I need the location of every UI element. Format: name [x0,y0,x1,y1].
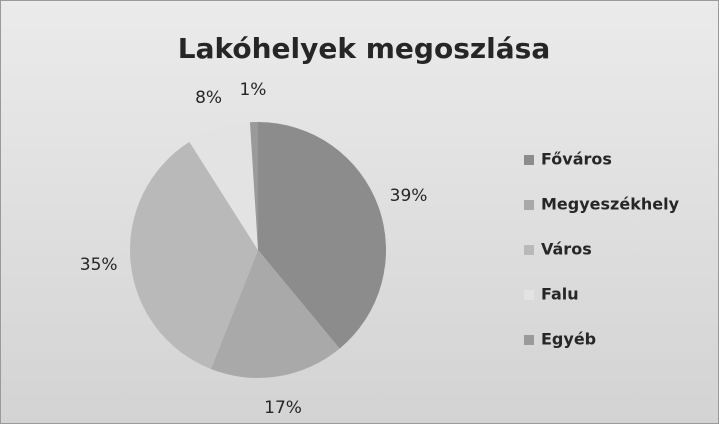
legend-swatch [524,200,534,210]
pie-slice [129,141,258,370]
legend-swatch [524,245,534,255]
data-label: 1% [239,80,266,100]
data-label: 8% [195,88,222,108]
pie-slice [210,250,340,378]
legend-swatch [524,155,534,165]
data-label: 17% [264,398,302,418]
data-label: 35% [80,255,118,275]
legend-label: Egyéb [541,330,596,349]
legend-swatch [524,290,534,300]
legend-label: Megyeszékhely [541,195,680,214]
data-label: 39% [390,186,428,206]
legend-label: Város [541,240,592,259]
legend-label: Falu [541,285,579,304]
legend-swatch [524,335,534,345]
pie-slice [249,122,258,250]
legend-label: Főváros [541,150,612,169]
chart-title: Lakóhelyek megoszlása [178,32,550,65]
pie-slice [189,122,258,250]
pie-slice [258,122,387,349]
